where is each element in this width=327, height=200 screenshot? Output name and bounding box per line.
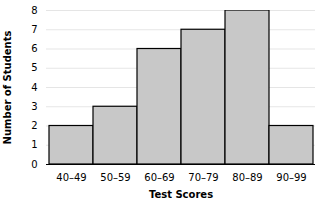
svg-text:Number of Students: Number of Students <box>2 31 13 145</box>
svg-text:5: 5 <box>31 62 37 73</box>
svg-text:Test Scores: Test Scores <box>149 189 213 200</box>
svg-text:90–99: 90–99 <box>276 172 306 183</box>
svg-text:7: 7 <box>31 24 37 35</box>
svg-text:70–79: 70–79 <box>188 172 218 183</box>
svg-text:60–69: 60–69 <box>144 172 174 183</box>
svg-text:2: 2 <box>31 120 37 131</box>
svg-text:40–49: 40–49 <box>56 172 86 183</box>
svg-text:6: 6 <box>31 43 37 54</box>
svg-text:0: 0 <box>31 159 37 170</box>
svg-text:1: 1 <box>31 139 37 150</box>
svg-text:8: 8 <box>31 5 37 16</box>
svg-text:80–89: 80–89 <box>232 172 262 183</box>
svg-text:4: 4 <box>31 82 37 93</box>
svg-text:50–59: 50–59 <box>100 172 130 183</box>
svg-text:3: 3 <box>31 101 37 112</box>
